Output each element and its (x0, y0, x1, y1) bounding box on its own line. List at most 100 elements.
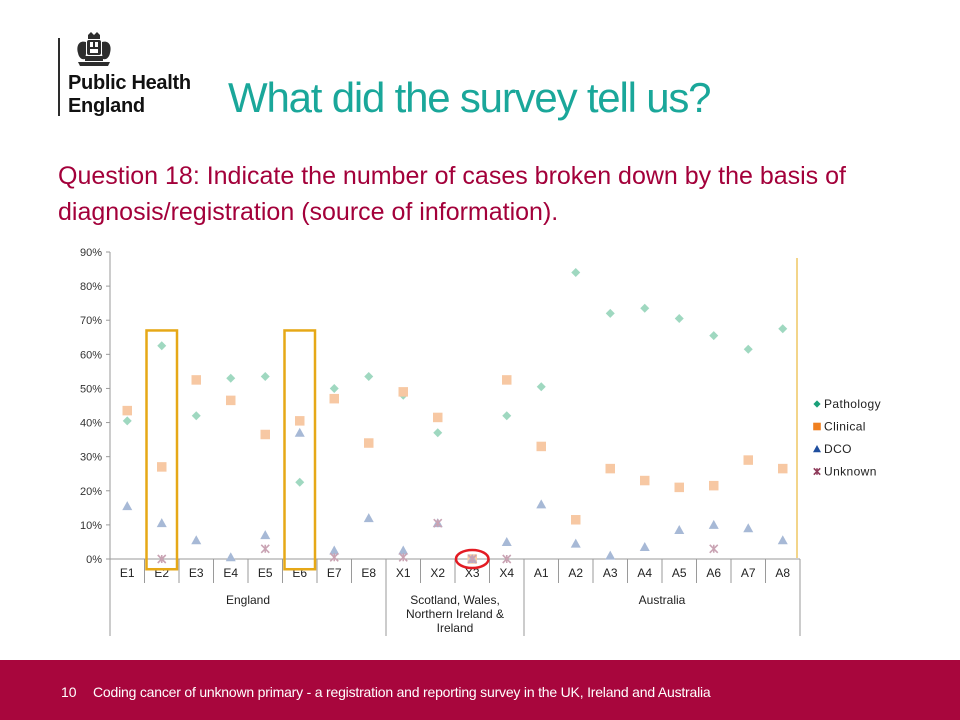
data-point-pathology (433, 428, 443, 438)
data-point-pathology (605, 308, 615, 318)
data-point-pathology (778, 324, 788, 334)
data-point-dco (708, 519, 719, 529)
data-point-pathology (260, 372, 270, 382)
data-point-clinical (226, 395, 236, 406)
x-tick-label: A2 (568, 566, 583, 580)
group-label: Australia (639, 593, 686, 607)
data-point-pathology (743, 344, 753, 354)
data-point-unknown (433, 518, 443, 528)
x-tick-label: X2 (430, 566, 445, 580)
legend-marker-clinical (813, 422, 821, 431)
data-point-dco (501, 536, 512, 546)
data-point-unknown (329, 552, 339, 562)
data-point-dco (536, 499, 547, 509)
data-point-clinical (191, 375, 201, 385)
slide-title: What did the survey tell us? (228, 74, 712, 121)
highlight-box (283, 329, 317, 571)
x-tick-label: E5 (258, 566, 273, 580)
x-tick-label: A3 (603, 566, 618, 580)
data-point-dco (743, 523, 754, 533)
y-tick-label: 60% (80, 349, 102, 361)
data-point-unknown (260, 544, 270, 554)
x-tick-label: E3 (189, 566, 204, 580)
data-point-dco (570, 538, 581, 548)
data-point-pathology (295, 477, 305, 487)
scatter-chart: 0%10%20%30%40%50%60%70%80%90%E1 E2 E3 E4 E5 E… (80, 247, 881, 636)
legend-marker-unknown (813, 467, 821, 476)
data-point-clinical (536, 441, 546, 452)
group-label: Ireland (437, 621, 474, 635)
x-tick-label: E8 (361, 566, 376, 580)
slide-subtitle: Question 18: Indicate the number of case… (58, 162, 846, 226)
data-point-clinical (743, 455, 753, 465)
data-point-clinical (398, 387, 408, 397)
data-point-pathology (191, 411, 201, 421)
data-point-dco (122, 501, 133, 511)
data-point-dco (605, 550, 616, 560)
data-point-clinical (709, 480, 719, 491)
data-point-pathology (536, 382, 546, 392)
data-point-dco (777, 535, 788, 545)
data-point-dco (260, 530, 271, 540)
data-point-unknown (502, 554, 512, 564)
data-point-clinical (605, 463, 615, 474)
data-point-dco (294, 427, 305, 437)
y-tick-label: 40% (80, 418, 102, 430)
y-tick-label: 80% (80, 281, 102, 293)
x-tick-label: E7 (327, 566, 342, 580)
data-point-clinical (571, 515, 581, 525)
data-point-pathology (329, 383, 339, 393)
data-point-pathology (571, 267, 581, 277)
highlight-circle (454, 548, 490, 570)
data-point-pathology (226, 373, 236, 383)
group-label: England (226, 593, 270, 607)
x-tick-label: A1 (534, 566, 549, 580)
data-point-clinical (157, 462, 167, 472)
x-tick-label: X1 (396, 566, 411, 580)
data-point-clinical (260, 429, 270, 440)
phe-logo: Public Health England (58, 32, 208, 122)
legend-marker-pathology (813, 400, 821, 408)
data-point-pathology (640, 303, 650, 313)
y-tick-label: 50% (80, 383, 102, 395)
data-point-clinical (640, 475, 650, 486)
y-tick-label: 30% (80, 452, 102, 464)
data-point-pathology (709, 331, 719, 341)
data-point-clinical (295, 416, 305, 426)
data-point-clinical (329, 393, 339, 404)
x-tick-label: X3 (465, 566, 480, 580)
data-point-dco (363, 513, 374, 523)
x-tick-label: A4 (637, 566, 652, 580)
group-label: Scotland, Wales, (410, 593, 500, 607)
legend-label-dco: DCO (824, 442, 852, 456)
y-tick-label: 20% (80, 486, 102, 498)
data-point-dco (156, 518, 167, 528)
highlight-box (145, 329, 179, 571)
data-point-dco (225, 552, 236, 562)
legend-label-pathology: Pathology (824, 397, 881, 411)
data-point-unknown (398, 552, 408, 562)
footer-page-number: 10 (61, 684, 77, 700)
x-tick-label: E4 (223, 566, 238, 580)
data-point-pathology (122, 416, 132, 426)
x-tick-label: A5 (672, 566, 687, 580)
data-point-dco (398, 545, 409, 555)
data-point-clinical (364, 438, 374, 448)
y-tick-label: 70% (80, 315, 102, 327)
data-point-unknown (467, 554, 477, 564)
x-tick-label: A8 (775, 566, 790, 580)
x-tick-label: A6 (706, 566, 721, 580)
x-tick-label: A7 (741, 566, 756, 580)
data-point-dco (674, 525, 685, 535)
royal-crest-icon (77, 32, 111, 66)
logo-text: Public Health England (68, 72, 191, 118)
data-point-dco (639, 542, 650, 552)
data-point-pathology (157, 341, 167, 351)
group-label: Northern Ireland & (406, 607, 504, 621)
legend-label-unknown: Unknown (824, 465, 877, 479)
data-point-pathology (502, 411, 512, 421)
data-point-dco (329, 545, 340, 555)
data-point-unknown (709, 544, 719, 554)
x-tick-label: X4 (499, 566, 514, 580)
data-point-clinical (674, 482, 684, 493)
